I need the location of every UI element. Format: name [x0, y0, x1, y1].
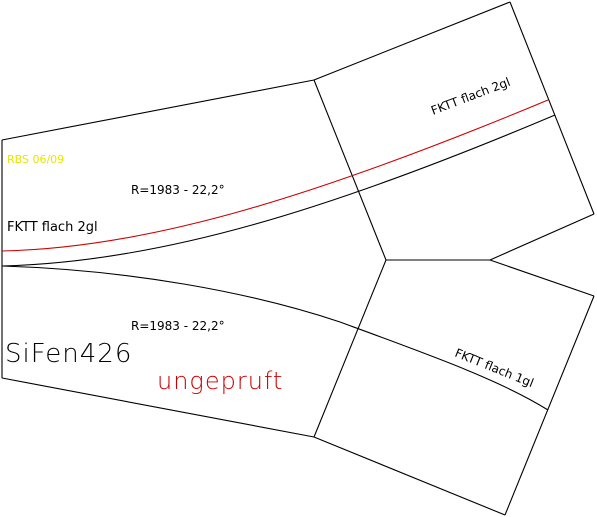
- track-label-upper-left: FKTT flach 2gl: [7, 220, 98, 235]
- lower-track-line: [1, 265, 549, 411]
- lower-right-bottom-edge: [313, 436, 506, 516]
- lower-right-top-edge: [489, 259, 595, 297]
- lower-left-bottom-edge: [1, 377, 315, 438]
- upper-track-red-line: [1, 99, 549, 252]
- track-label-upper-right: FKTT flach 2gl: [429, 75, 512, 118]
- upper-right-right-edge: [509, 1, 595, 215]
- status-label: ungepruft: [157, 367, 283, 395]
- upper-right-bottom-edge: [489, 213, 595, 261]
- rbs-label: RBS 06/09: [7, 153, 64, 166]
- lower-right-right-edge: [504, 295, 595, 516]
- lower-divider-edge: [313, 259, 387, 438]
- upper-right-top-edge: [313, 1, 511, 81]
- upper-divider-edge: [313, 79, 387, 261]
- track-label-lower-right: FKTT flach 1gl: [453, 346, 536, 390]
- upper-track-black-line: [1, 114, 556, 267]
- sifen-label: SiFen426: [5, 339, 132, 369]
- upper-left-top-edge: [1, 79, 315, 141]
- radius-label-upper: R=1983 - 22,2°: [131, 183, 225, 197]
- radius-label-lower: R=1983 - 22,2°: [131, 319, 225, 333]
